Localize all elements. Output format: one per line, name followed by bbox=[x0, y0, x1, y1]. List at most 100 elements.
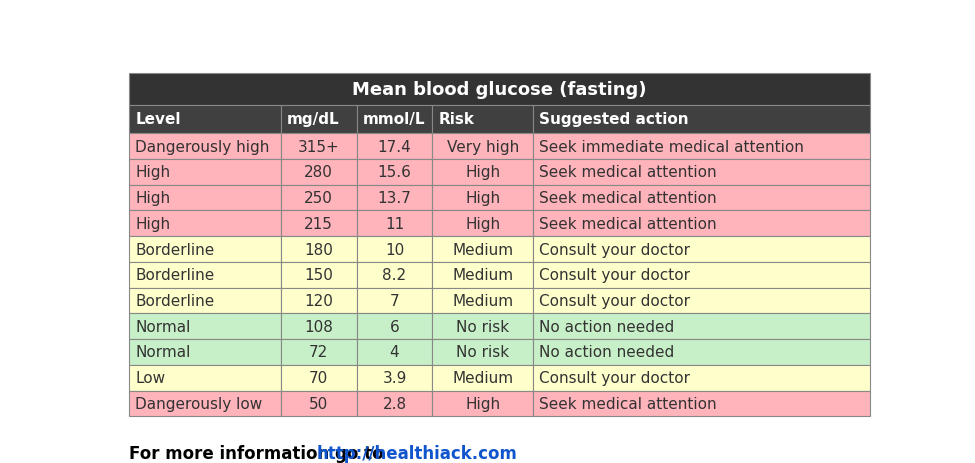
FancyBboxPatch shape bbox=[357, 391, 432, 416]
FancyBboxPatch shape bbox=[533, 134, 870, 160]
FancyBboxPatch shape bbox=[357, 339, 432, 365]
Text: Low: Low bbox=[136, 370, 166, 385]
Text: 108: 108 bbox=[304, 319, 333, 334]
FancyBboxPatch shape bbox=[533, 106, 870, 134]
FancyBboxPatch shape bbox=[130, 365, 281, 391]
FancyBboxPatch shape bbox=[281, 211, 357, 237]
Text: Seek medical attention: Seek medical attention bbox=[539, 216, 717, 232]
FancyBboxPatch shape bbox=[432, 288, 533, 313]
Text: Medium: Medium bbox=[452, 370, 514, 385]
FancyBboxPatch shape bbox=[357, 106, 432, 134]
Text: High: High bbox=[465, 191, 500, 206]
Text: High: High bbox=[465, 396, 500, 411]
FancyBboxPatch shape bbox=[281, 263, 357, 288]
FancyBboxPatch shape bbox=[281, 185, 357, 211]
FancyBboxPatch shape bbox=[281, 391, 357, 416]
Text: No risk: No risk bbox=[456, 319, 509, 334]
Text: 180: 180 bbox=[304, 242, 333, 257]
FancyBboxPatch shape bbox=[533, 339, 870, 365]
FancyBboxPatch shape bbox=[130, 339, 281, 365]
FancyBboxPatch shape bbox=[130, 313, 281, 339]
FancyBboxPatch shape bbox=[533, 185, 870, 211]
Text: Medium: Medium bbox=[452, 242, 514, 257]
Text: Seek medical attention: Seek medical attention bbox=[539, 165, 717, 180]
Text: 315+: 315+ bbox=[298, 139, 339, 154]
FancyBboxPatch shape bbox=[130, 391, 281, 416]
Text: 17.4: 17.4 bbox=[377, 139, 411, 154]
FancyBboxPatch shape bbox=[533, 237, 870, 263]
Text: mg/dL: mg/dL bbox=[287, 112, 339, 127]
Text: Borderline: Borderline bbox=[136, 268, 214, 282]
FancyBboxPatch shape bbox=[130, 211, 281, 237]
FancyBboxPatch shape bbox=[432, 106, 533, 134]
FancyBboxPatch shape bbox=[432, 263, 533, 288]
Text: Dangerously high: Dangerously high bbox=[136, 139, 270, 154]
Text: Normal: Normal bbox=[136, 319, 191, 334]
FancyBboxPatch shape bbox=[357, 185, 432, 211]
FancyBboxPatch shape bbox=[130, 106, 281, 134]
Text: No risk: No risk bbox=[456, 344, 509, 360]
FancyBboxPatch shape bbox=[357, 263, 432, 288]
Text: Suggested action: Suggested action bbox=[539, 112, 689, 127]
Text: Dangerously low: Dangerously low bbox=[136, 396, 262, 411]
Text: Consult your doctor: Consult your doctor bbox=[539, 294, 690, 308]
Text: 150: 150 bbox=[304, 268, 333, 282]
FancyBboxPatch shape bbox=[281, 160, 357, 185]
Text: 4: 4 bbox=[390, 344, 400, 360]
Text: 250: 250 bbox=[304, 191, 333, 206]
Text: Very high: Very high bbox=[447, 139, 519, 154]
FancyBboxPatch shape bbox=[533, 313, 870, 339]
FancyBboxPatch shape bbox=[130, 185, 281, 211]
Text: 280: 280 bbox=[304, 165, 333, 180]
FancyBboxPatch shape bbox=[432, 313, 533, 339]
FancyBboxPatch shape bbox=[432, 237, 533, 263]
FancyBboxPatch shape bbox=[432, 185, 533, 211]
Text: 50: 50 bbox=[309, 396, 329, 411]
Text: 72: 72 bbox=[309, 344, 329, 360]
FancyBboxPatch shape bbox=[281, 237, 357, 263]
Text: Seek immediate medical attention: Seek immediate medical attention bbox=[539, 139, 804, 154]
FancyBboxPatch shape bbox=[281, 134, 357, 160]
FancyBboxPatch shape bbox=[130, 134, 281, 160]
FancyBboxPatch shape bbox=[281, 313, 357, 339]
Text: Borderline: Borderline bbox=[136, 242, 214, 257]
Text: Risk: Risk bbox=[439, 112, 475, 127]
Text: 15.6: 15.6 bbox=[377, 165, 411, 180]
Text: Medium: Medium bbox=[452, 268, 514, 282]
FancyBboxPatch shape bbox=[357, 237, 432, 263]
Text: 120: 120 bbox=[304, 294, 333, 308]
FancyBboxPatch shape bbox=[432, 134, 533, 160]
FancyBboxPatch shape bbox=[281, 365, 357, 391]
Text: 3.9: 3.9 bbox=[382, 370, 407, 385]
Text: 2.8: 2.8 bbox=[382, 396, 407, 411]
Text: mmol/L: mmol/L bbox=[363, 112, 425, 127]
Text: 215: 215 bbox=[304, 216, 333, 232]
Text: No action needed: No action needed bbox=[539, 319, 675, 334]
FancyBboxPatch shape bbox=[357, 288, 432, 313]
FancyBboxPatch shape bbox=[432, 211, 533, 237]
FancyBboxPatch shape bbox=[357, 160, 432, 185]
Text: Mean blood glucose (fasting): Mean blood glucose (fasting) bbox=[352, 81, 647, 99]
Text: 10: 10 bbox=[385, 242, 404, 257]
Text: Seek medical attention: Seek medical attention bbox=[539, 191, 717, 206]
Text: Consult your doctor: Consult your doctor bbox=[539, 370, 690, 385]
FancyBboxPatch shape bbox=[130, 237, 281, 263]
FancyBboxPatch shape bbox=[130, 288, 281, 313]
Text: No action needed: No action needed bbox=[539, 344, 675, 360]
FancyBboxPatch shape bbox=[357, 365, 432, 391]
Text: 13.7: 13.7 bbox=[377, 191, 411, 206]
FancyBboxPatch shape bbox=[130, 74, 870, 106]
Text: Borderline: Borderline bbox=[136, 294, 214, 308]
FancyBboxPatch shape bbox=[533, 391, 870, 416]
FancyBboxPatch shape bbox=[432, 365, 533, 391]
FancyBboxPatch shape bbox=[281, 288, 357, 313]
FancyBboxPatch shape bbox=[432, 339, 533, 365]
FancyBboxPatch shape bbox=[533, 211, 870, 237]
Text: 11: 11 bbox=[385, 216, 404, 232]
Text: High: High bbox=[136, 165, 171, 180]
FancyBboxPatch shape bbox=[432, 160, 533, 185]
FancyBboxPatch shape bbox=[432, 391, 533, 416]
FancyBboxPatch shape bbox=[533, 263, 870, 288]
Text: High: High bbox=[465, 165, 500, 180]
Text: 70: 70 bbox=[309, 370, 329, 385]
